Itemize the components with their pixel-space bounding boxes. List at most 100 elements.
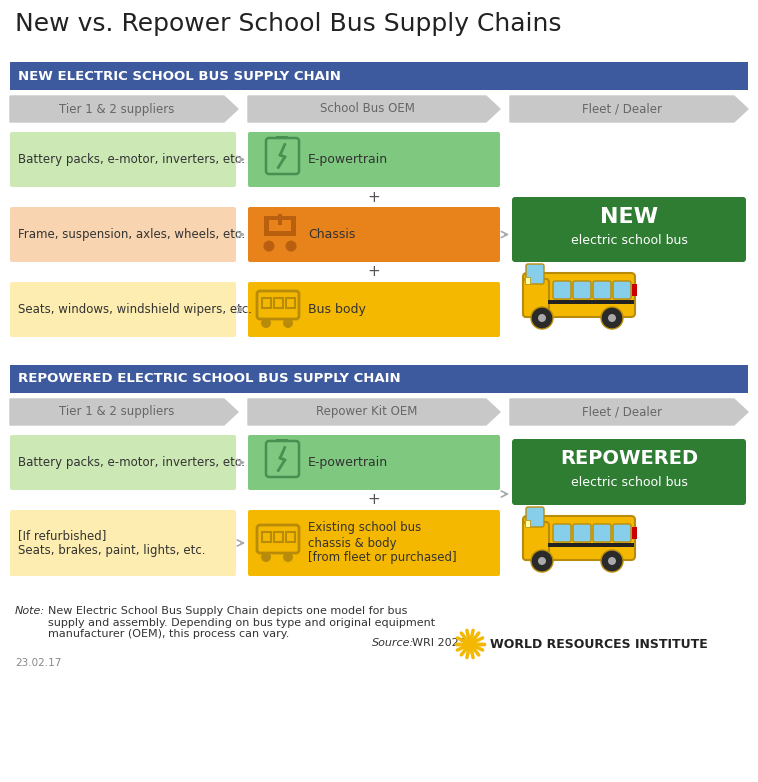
Bar <box>286 298 295 308</box>
Circle shape <box>601 550 623 572</box>
Text: Fleet / Dealer: Fleet / Dealer <box>582 102 662 116</box>
Polygon shape <box>248 399 500 425</box>
FancyBboxPatch shape <box>593 524 611 542</box>
Bar <box>632 527 637 539</box>
Bar <box>286 532 295 542</box>
Text: REPOWERED ELECTRIC SCHOOL BUS SUPPLY CHAIN: REPOWERED ELECTRIC SCHOOL BUS SUPPLY CHA… <box>18 372 401 386</box>
Bar <box>291 221 296 236</box>
Text: electric school bus: electric school bus <box>571 235 688 247</box>
FancyBboxPatch shape <box>10 132 236 187</box>
Circle shape <box>538 557 546 565</box>
Text: REPOWERED: REPOWERED <box>560 450 698 468</box>
Bar <box>525 520 530 527</box>
Polygon shape <box>248 96 500 122</box>
Text: Battery packs, e-motor, inverters, etc.: Battery packs, e-motor, inverters, etc. <box>18 153 245 166</box>
Bar <box>265 231 296 236</box>
FancyBboxPatch shape <box>10 282 236 337</box>
FancyBboxPatch shape <box>523 273 635 317</box>
Text: Tier 1 & 2 suppliers: Tier 1 & 2 suppliers <box>59 406 174 418</box>
FancyBboxPatch shape <box>613 524 631 542</box>
FancyBboxPatch shape <box>248 435 500 490</box>
Circle shape <box>608 557 616 565</box>
Circle shape <box>601 307 623 329</box>
Bar <box>632 284 637 296</box>
Circle shape <box>464 638 476 650</box>
Circle shape <box>608 314 616 322</box>
Text: +: + <box>368 189 381 205</box>
FancyBboxPatch shape <box>613 281 631 299</box>
FancyBboxPatch shape <box>573 281 591 299</box>
Text: New Electric School Bus Supply Chain depicts one model for bus
supply and assemb: New Electric School Bus Supply Chain dep… <box>48 606 435 639</box>
Circle shape <box>261 318 271 328</box>
Text: 23.02.17: 23.02.17 <box>15 658 61 668</box>
Text: Source:: Source: <box>372 638 415 648</box>
FancyBboxPatch shape <box>573 524 591 542</box>
Polygon shape <box>10 96 238 122</box>
FancyBboxPatch shape <box>512 197 746 262</box>
Bar <box>525 277 530 284</box>
Circle shape <box>261 552 271 562</box>
Text: NEW ELECTRIC SCHOOL BUS SUPPLY CHAIN: NEW ELECTRIC SCHOOL BUS SUPPLY CHAIN <box>18 70 341 82</box>
Polygon shape <box>510 96 748 122</box>
FancyBboxPatch shape <box>248 282 500 337</box>
Text: Bus body: Bus body <box>308 303 366 316</box>
Text: E-powertrain: E-powertrain <box>308 456 388 469</box>
Polygon shape <box>510 399 748 425</box>
Bar <box>276 136 288 139</box>
Text: E-powertrain: E-powertrain <box>308 153 388 166</box>
Bar <box>274 298 283 308</box>
FancyBboxPatch shape <box>10 207 236 262</box>
Text: Frame, suspension, axles, wheels, etc.: Frame, suspension, axles, wheels, etc. <box>18 228 245 241</box>
Bar <box>276 439 288 442</box>
FancyBboxPatch shape <box>523 516 635 560</box>
FancyBboxPatch shape <box>248 207 500 262</box>
Text: NEW: NEW <box>600 207 658 227</box>
Circle shape <box>264 241 274 252</box>
FancyBboxPatch shape <box>248 132 500 187</box>
Text: Tier 1 & 2 suppliers: Tier 1 & 2 suppliers <box>59 102 174 116</box>
Bar <box>10 62 748 90</box>
FancyBboxPatch shape <box>248 510 500 576</box>
FancyBboxPatch shape <box>526 264 544 284</box>
Circle shape <box>283 318 293 328</box>
Text: WORLD RESOURCES INSTITUTE: WORLD RESOURCES INSTITUTE <box>490 637 708 651</box>
Text: electric school bus: electric school bus <box>571 476 688 490</box>
Bar <box>274 532 283 542</box>
Text: Repower Kit OEM: Repower Kit OEM <box>316 406 418 418</box>
Bar <box>278 214 282 225</box>
Circle shape <box>286 241 296 252</box>
Text: Battery packs, e-motor, inverters, etc.: Battery packs, e-motor, inverters, etc. <box>18 456 245 469</box>
Bar <box>262 298 271 308</box>
Circle shape <box>531 550 553 572</box>
Text: WRI 2023.: WRI 2023. <box>412 638 469 648</box>
Circle shape <box>283 552 293 562</box>
Bar <box>262 532 271 542</box>
FancyBboxPatch shape <box>512 439 746 505</box>
Polygon shape <box>10 399 238 425</box>
Bar <box>10 365 748 393</box>
Text: Note:: Note: <box>15 606 45 616</box>
FancyBboxPatch shape <box>526 507 544 527</box>
FancyBboxPatch shape <box>523 279 549 317</box>
Text: School Bus OEM: School Bus OEM <box>320 102 415 116</box>
Bar <box>548 300 634 304</box>
Text: Fleet / Dealer: Fleet / Dealer <box>582 406 662 418</box>
FancyBboxPatch shape <box>10 435 236 490</box>
Bar <box>548 543 634 547</box>
Text: +: + <box>368 264 381 279</box>
Circle shape <box>531 307 553 329</box>
Text: +: + <box>368 493 381 508</box>
Bar <box>265 221 269 236</box>
FancyBboxPatch shape <box>553 524 571 542</box>
FancyBboxPatch shape <box>593 281 611 299</box>
Bar <box>265 216 296 221</box>
Circle shape <box>538 314 546 322</box>
Text: [If refurbished]
Seats, brakes, paint, lights, etc.: [If refurbished] Seats, brakes, paint, l… <box>18 529 205 557</box>
Text: Chassis: Chassis <box>308 228 356 241</box>
FancyBboxPatch shape <box>553 281 571 299</box>
FancyBboxPatch shape <box>523 522 549 560</box>
Text: New vs. Repower School Bus Supply Chains: New vs. Repower School Bus Supply Chains <box>15 12 562 36</box>
FancyBboxPatch shape <box>10 510 236 576</box>
Text: Seats, windows, windshield wipers, etc.: Seats, windows, windshield wipers, etc. <box>18 303 252 316</box>
Text: Existing school bus
chassis & body
[from fleet or purchased]: Existing school bus chassis & body [from… <box>308 522 456 565</box>
